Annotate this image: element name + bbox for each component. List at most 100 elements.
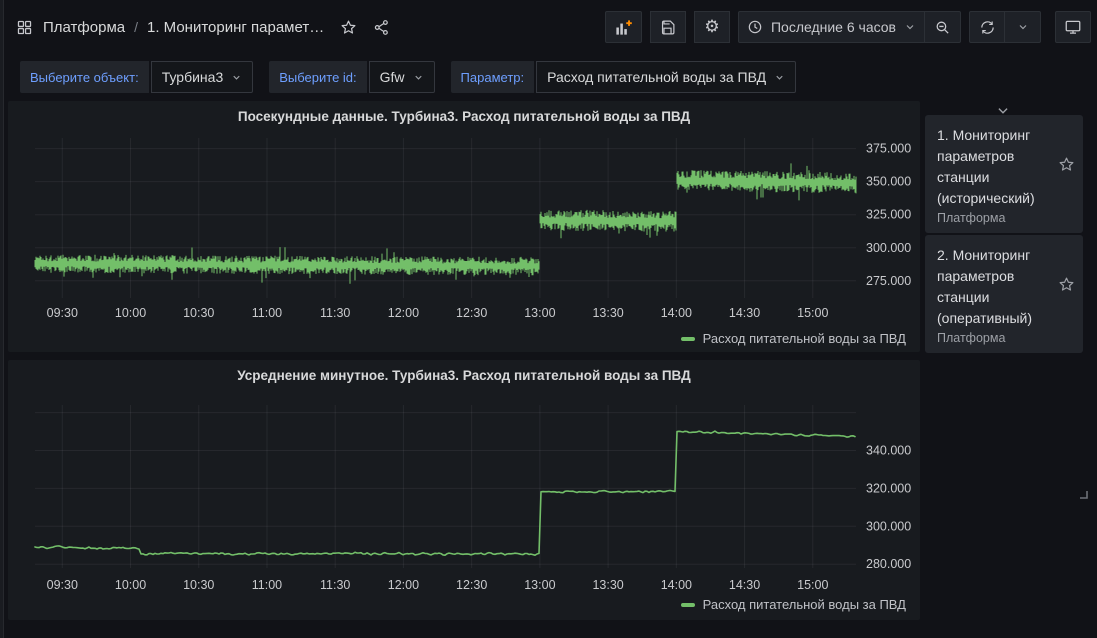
chevron-down-icon: [906, 25, 914, 30]
collapsed-side-menu: [0, 0, 4, 638]
x-tick-label: 15:00: [797, 306, 828, 320]
y-tick-label: 275.000: [866, 274, 911, 288]
x-tick-label: 09:30: [47, 306, 78, 320]
chart-canvas[interactable]: 280.000 300.000 320.000 340.000 09:30 10:00 10…: [8, 360, 920, 620]
y-tick-label: 320.000: [866, 481, 911, 495]
x-tick-label: 12:00: [388, 578, 419, 592]
dashboard-link-folder: Платформа: [937, 331, 1006, 345]
x-tick-label: 12:30: [456, 578, 487, 592]
x-tick-label: 13:00: [524, 306, 555, 320]
breadcrumb-separator: /: [134, 19, 138, 35]
x-tick-label: 13:30: [592, 306, 623, 320]
x-tick-label: 10:00: [115, 578, 146, 592]
x-tick-label: 14:00: [661, 306, 692, 320]
chevron-down-icon: [776, 75, 783, 80]
gear-icon: ⚙: [704, 16, 720, 37]
refresh-button[interactable]: [969, 11, 1005, 43]
x-tick-label: 10:00: [115, 306, 146, 320]
series-line: [34, 430, 856, 556]
y-tick-label: 300.000: [866, 241, 911, 255]
favorite-star-icon[interactable]: [1058, 156, 1075, 178]
chevron-down-icon: [414, 75, 422, 80]
scroll-up-chevron-icon[interactable]: [996, 103, 1010, 121]
kiosk-mode-button[interactable]: [1055, 11, 1091, 43]
panel-resize-handle[interactable]: [1079, 486, 1088, 504]
x-tick-label: 12:00: [388, 306, 419, 320]
x-tick-label: 12:30: [456, 306, 487, 320]
save-icon: [662, 20, 675, 34]
variable-id-label: Выберите id:: [269, 61, 367, 93]
legend-item[interactable]: Расход питательной воды за ПВД: [680, 331, 906, 346]
dashboard-link-title: 2. Мониторинг параметров станции (операт…: [937, 247, 1033, 326]
x-tick-label: 10:30: [183, 306, 214, 320]
dashboard-link-title: 1. Мониторинг параметров станции (истори…: [937, 127, 1035, 206]
variable-parameter: Параметр: Расход питательной воды за ПВД: [450, 61, 797, 93]
variable-object-value: Турбина3: [161, 69, 224, 85]
dashboard-list-panel: 1. Мониторинг параметров станции (истори…: [925, 101, 1091, 508]
zoom-out-icon: [936, 21, 949, 34]
variable-parameter-label: Параметр:: [450, 61, 535, 93]
legend-label: Расход питательной воды за ПВД: [702, 331, 906, 346]
y-tick-label: 280.000: [866, 557, 911, 571]
legend-swatch: [680, 336, 695, 341]
x-tick-label: 11:00: [252, 306, 282, 320]
breadcrumb-folder[interactable]: Платформа: [43, 18, 126, 36]
variable-id: Выберите id: Gfw: [269, 61, 435, 93]
time-range-picker[interactable]: Последние 6 часов: [737, 11, 925, 43]
y-tick-label: 340.000: [866, 443, 911, 457]
x-tick-label: 11:30: [320, 306, 350, 320]
legend-item[interactable]: Расход питательной воды за ПВД: [680, 597, 906, 612]
x-tick-label: 13:00: [524, 578, 555, 592]
legend-label: Расход питательной воды за ПВД: [702, 597, 906, 612]
x-tick-label: 14:30: [729, 306, 760, 320]
y-tick-label: 350.000: [866, 175, 911, 189]
variable-parameter-select[interactable]: Расход питательной воды за ПВД: [536, 61, 797, 93]
x-tick-label: 14:00: [661, 578, 692, 592]
chevron-down-icon: [233, 75, 240, 80]
y-tick-label: 375.000: [866, 142, 911, 156]
clock-icon: [748, 20, 762, 34]
add-panel-icon: [616, 19, 632, 35]
monitor-icon: [1065, 20, 1081, 34]
dashboard-settings-button[interactable]: ⚙: [693, 11, 730, 43]
variable-object-label: Выберите объект:: [20, 61, 149, 93]
y-tick-label: 300.000: [866, 519, 911, 533]
apps-grid-icon[interactable]: [16, 19, 33, 36]
panel-seconds-data: Посекундные данные. Турбина3. Расход пит…: [8, 101, 920, 352]
x-tick-label: 11:30: [320, 578, 350, 592]
x-tick-label: 10:30: [183, 578, 214, 592]
x-tick-label: 14:30: [729, 578, 760, 592]
variable-object: Выберите объект: Турбина3: [20, 61, 254, 93]
y-tick-label: 325.000: [866, 208, 911, 222]
series-noisy-band: [34, 163, 857, 284]
zoom-out-time-button[interactable]: [925, 11, 961, 43]
panel-minute-average: Усреднение минутное. Турбина3. Расход пи…: [8, 360, 920, 620]
variable-parameter-value: Расход питательной воды за ПВД: [547, 69, 767, 85]
chevron-down-icon: [1019, 25, 1026, 30]
panel-title[interactable]: Усреднение минутное. Турбина3. Расход пи…: [237, 368, 691, 383]
dashboard-link-operational[interactable]: 2. Мониторинг параметров станции (операт…: [925, 235, 1083, 353]
variable-id-value: Gfw: [379, 69, 405, 85]
share-icon[interactable]: [373, 19, 390, 36]
refresh-icon: [980, 20, 994, 34]
x-tick-label: 11:00: [252, 578, 282, 592]
breadcrumb-dashboard-title[interactable]: 1. Мониторинг парамет…: [147, 18, 325, 36]
dashboard-link-historical[interactable]: 1. Мониторинг параметров станции (истори…: [925, 115, 1083, 233]
dashboard-variables-row: Выберите объект: Турбина3 Выберите id: G…: [20, 61, 797, 93]
legend-swatch: [680, 602, 695, 607]
panel-title[interactable]: Посекундные данные. Турбина3. Расход пит…: [237, 109, 691, 124]
variable-id-select[interactable]: Gfw: [368, 61, 435, 93]
add-panel-button[interactable]: [604, 11, 642, 43]
variable-object-select[interactable]: Турбина3: [150, 61, 254, 93]
dashboard-header: Платформа / 1. Мониторинг парамет…: [16, 11, 1091, 43]
refresh-interval-dropdown[interactable]: [1005, 11, 1041, 43]
favorite-star-icon[interactable]: [340, 19, 357, 36]
dashboard-link-folder: Платформа: [937, 211, 1006, 225]
x-tick-label: 09:30: [47, 578, 78, 592]
chart-canvas[interactable]: 275.000 300.000 325.000 350.000 375.000 09:30…: [8, 101, 920, 352]
save-dashboard-button[interactable]: [649, 11, 686, 43]
x-tick-label: 15:00: [797, 578, 828, 592]
x-tick-label: 13:30: [592, 578, 623, 592]
favorite-star-icon[interactable]: [1058, 276, 1075, 298]
